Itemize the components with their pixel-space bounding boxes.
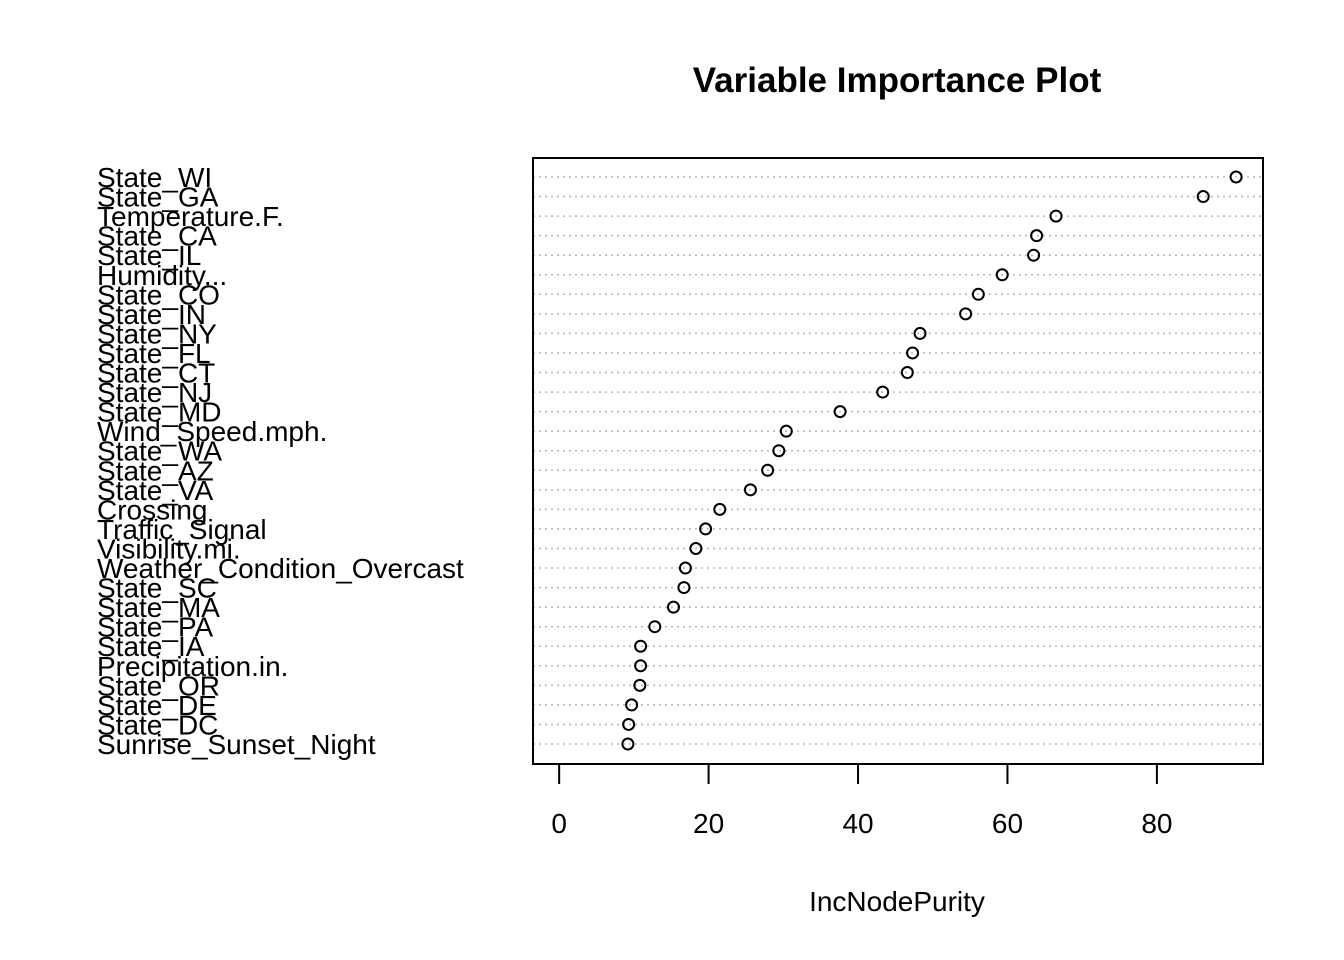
data-point [971, 287, 985, 301]
variable-label: State_AZ [97, 455, 214, 486]
data-points [621, 170, 1243, 751]
variable-label: State_GA [97, 182, 219, 213]
variable-label: Wind_Speed.mph. [97, 416, 327, 447]
variable-label: State_MA [97, 592, 220, 623]
variable-label: Sunrise_Sunset_Night [97, 729, 376, 760]
data-point [779, 424, 793, 438]
data-point [677, 581, 691, 595]
variable-label: State_PA [97, 612, 214, 643]
variable-label: State_CT [97, 358, 215, 389]
variable-label: State_DC [97, 709, 218, 740]
data-point [995, 268, 1009, 282]
data-point [876, 385, 890, 399]
data-point [772, 444, 786, 458]
x-axis-label: IncNodePurity [809, 886, 985, 917]
data-point [648, 620, 662, 634]
data-point [699, 522, 713, 536]
x-axis: 0 20 40 60 80 [551, 763, 1172, 839]
data-point [743, 483, 757, 497]
x-tick-label: 60 [992, 808, 1023, 839]
x-tick-label: 20 [693, 808, 724, 839]
data-point [906, 346, 920, 360]
variable-label: State_WI [97, 162, 212, 193]
variable-label: State_SC [97, 573, 217, 604]
data-point [622, 717, 636, 731]
variable-label: Precipitation.in. [97, 651, 288, 682]
variable-label: State_MD [97, 397, 222, 428]
variable-label: State_IL [97, 240, 201, 271]
variable-label: Traffic_Signal [97, 514, 267, 545]
data-point [678, 561, 692, 575]
variable-label: Temperature.F. [97, 201, 284, 232]
variable-label: State_WA [97, 436, 222, 467]
data-point [1049, 209, 1063, 223]
data-point [1027, 248, 1041, 262]
variable-label: State_CO [97, 279, 220, 310]
x-tick-label: 40 [842, 808, 873, 839]
data-point [1229, 170, 1243, 184]
data-point [713, 502, 727, 516]
data-point [959, 307, 973, 321]
data-point [634, 659, 648, 673]
variable-label: State_IA [97, 631, 205, 662]
variable-label: State_FL [97, 338, 211, 369]
data-point [634, 639, 648, 653]
data-point [833, 405, 847, 419]
x-tick-label: 0 [551, 808, 567, 839]
variable-label: Visibility.mi. [97, 533, 241, 564]
data-point [689, 541, 703, 555]
data-point [621, 737, 635, 751]
variable-label: State_OR [97, 670, 220, 701]
variable-label: State_NY [97, 318, 217, 349]
data-point [625, 698, 639, 712]
data-point [900, 366, 914, 380]
data-point [1196, 190, 1210, 204]
variable-label: State_DE [97, 690, 217, 721]
plot-frame [532, 157, 1264, 765]
variable-label: State_NJ [97, 377, 212, 408]
variable-label: State_VA [97, 475, 214, 506]
data-point [761, 463, 775, 477]
data-point [913, 326, 927, 340]
variable-label: Weather_Condition_Overcast [97, 553, 464, 584]
variable-label: Crossing [97, 494, 207, 525]
variable-label: Humidity... [97, 260, 227, 291]
grid-lines [533, 176, 1263, 745]
variable-label: State_IN [97, 299, 206, 330]
data-point [666, 600, 680, 614]
chart-title: Variable Importance Plot [693, 61, 1102, 100]
data-point [633, 678, 647, 692]
x-tick-label: 80 [1141, 808, 1172, 839]
variable-label: State_CA [97, 221, 217, 252]
data-point [1030, 229, 1044, 243]
variable-labels: State_WIState_GATemperature.F.State_CASt… [97, 162, 464, 760]
